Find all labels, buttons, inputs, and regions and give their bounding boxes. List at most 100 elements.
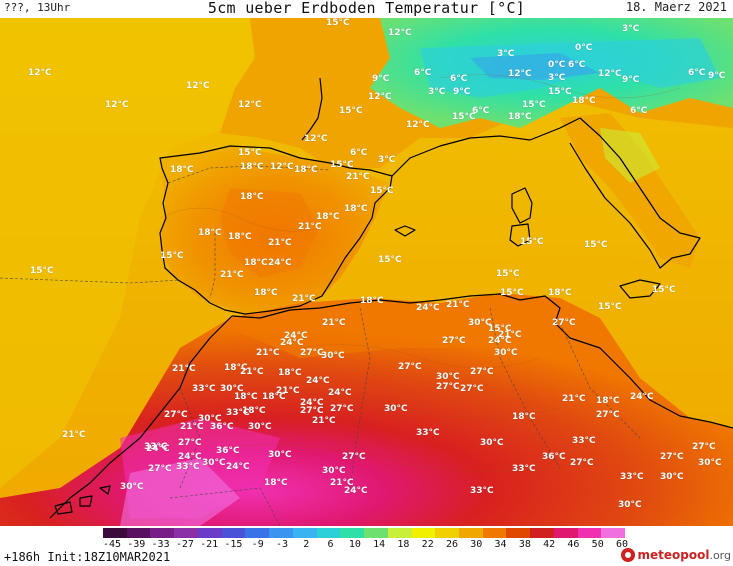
scale-swatch bbox=[221, 528, 246, 538]
temperature-label: 33°C bbox=[572, 436, 596, 446]
temperature-label: 12°C bbox=[508, 69, 532, 79]
scale-tick: 42 bbox=[543, 539, 556, 550]
temperature-label: 21°C bbox=[498, 330, 522, 340]
temperature-label: 15°C bbox=[652, 285, 676, 295]
temperature-label: 33°C bbox=[512, 464, 536, 474]
temperature-label: 27°C bbox=[596, 410, 620, 420]
temperature-label: 33°C bbox=[470, 486, 494, 496]
temperature-label: 12°C bbox=[368, 92, 392, 102]
temperature-label: 21°C bbox=[562, 394, 586, 404]
temperature-label: 27°C bbox=[442, 336, 466, 346]
temperature-label: 21°C bbox=[180, 422, 204, 432]
temperature-label: 21°C bbox=[256, 348, 280, 358]
map-title: 5cm ueber Erdboden Temperatur [°C] bbox=[207, 0, 526, 17]
temperature-label: 27°C bbox=[552, 318, 576, 328]
temperature-label: 21°C bbox=[312, 416, 336, 426]
temperature-label: 30°C bbox=[202, 458, 226, 468]
coastlines bbox=[49, 77, 733, 519]
temperature-label: 27°C bbox=[148, 464, 172, 474]
temperature-label: 27°C bbox=[398, 362, 422, 372]
temperature-label: 15°C bbox=[326, 18, 350, 28]
scale-tick: 60 bbox=[615, 539, 629, 550]
temperature-label: 15°C bbox=[584, 240, 608, 250]
temperature-label: 15°C bbox=[452, 112, 476, 122]
scale-tick: -45 bbox=[102, 539, 122, 550]
scale-swatch bbox=[292, 528, 317, 538]
scale-tick: 10 bbox=[348, 539, 361, 550]
temperature-label: 15°C bbox=[370, 186, 394, 196]
temperature-label: 12°C bbox=[304, 134, 328, 144]
temperature-label: 24°C bbox=[280, 338, 304, 348]
temperature-label: 12°C bbox=[105, 100, 129, 110]
temperature-label: 6°C bbox=[688, 68, 706, 78]
temperature-label: 30°C bbox=[198, 414, 222, 424]
temperature-label: 27°C bbox=[300, 348, 324, 358]
scale-swatch bbox=[340, 528, 365, 538]
brand-suffix: .org bbox=[709, 548, 731, 562]
color-scale-ticks: -45 -39 -33 -27 -21 -15 -9 -3 2 6 10 14 18 22 26 30 34 38… bbox=[103, 539, 632, 553]
temperature-label: 21°C bbox=[268, 238, 292, 248]
scale-swatch bbox=[435, 528, 460, 538]
chart-header: ???, 13Uhr 5cm ueber Erdboden Temperatur… bbox=[0, 0, 733, 18]
brand-name: meteopool bbox=[637, 548, 710, 562]
temperature-label: 12°C bbox=[270, 162, 294, 172]
temperature-label: 21°C bbox=[446, 300, 470, 310]
temperature-label: 9°C bbox=[622, 75, 640, 85]
temperature-label: 36°C bbox=[216, 446, 240, 456]
temperature-label: 6°C bbox=[568, 60, 586, 70]
temperature-label: 33°C bbox=[620, 472, 644, 482]
scale-swatch bbox=[126, 528, 151, 538]
temperature-label: 21°C bbox=[346, 172, 370, 182]
temperature-label: 36°C bbox=[542, 452, 566, 462]
temperature-label: 27°C bbox=[342, 452, 366, 462]
temperature-map: 12°C 12°C 12°C 12°C 15°C 12°C 3°C 0°C 3°C 6°C 9°C 1… bbox=[0, 18, 733, 526]
temperature-label: 0°C bbox=[548, 60, 566, 70]
temperature-label: 15°C bbox=[496, 269, 520, 279]
temperature-label: 12°C bbox=[28, 68, 52, 78]
color-scale bbox=[103, 526, 626, 540]
temperature-label: 18°C bbox=[294, 165, 318, 175]
forecast-date: 18. Maerz 2021 bbox=[625, 0, 727, 14]
temperature-label: 24°C bbox=[306, 376, 330, 386]
temperature-label: 24°C bbox=[284, 331, 308, 341]
temperature-label: 9°C bbox=[708, 71, 726, 81]
temperature-label: 24°C bbox=[488, 336, 512, 346]
temperature-label: 24°C bbox=[300, 398, 324, 408]
temperature-label: 3°C bbox=[622, 24, 640, 34]
temperature-label: 27°C bbox=[570, 458, 594, 468]
scale-tick: 6 bbox=[327, 539, 334, 550]
scale-tick: -9 bbox=[251, 539, 264, 550]
logo-icon bbox=[620, 548, 635, 562]
temperature-label: 18°C bbox=[344, 204, 368, 214]
temperature-label: 21°C bbox=[62, 430, 86, 440]
temperature-label: 6°C bbox=[472, 106, 490, 116]
temperature-label: 24°C bbox=[416, 303, 440, 313]
temperature-label: 18°C bbox=[512, 412, 536, 422]
temperature-label: 12°C bbox=[388, 28, 412, 38]
temperature-label: 33°C bbox=[416, 428, 440, 438]
temperature-label: 24°C bbox=[226, 462, 250, 472]
scale-tick: 50 bbox=[591, 539, 604, 550]
temperature-label: 18°C bbox=[254, 288, 278, 298]
temperature-label: 6°C bbox=[350, 148, 368, 158]
brand-logo[interactable]: meteopool .org bbox=[620, 546, 731, 564]
temperature-label: 3°C bbox=[378, 155, 396, 165]
temperature-label: 30°C bbox=[384, 404, 408, 414]
temperature-label: 15°C bbox=[598, 302, 622, 312]
scale-tick: 26 bbox=[445, 539, 459, 550]
scale-swatch bbox=[530, 528, 554, 538]
scale-tick: 18 bbox=[397, 539, 410, 550]
temperature-label: 21°C bbox=[298, 222, 322, 232]
temperature-label: 18°C bbox=[548, 288, 572, 298]
temperature-label: 15°C bbox=[548, 87, 572, 97]
temperature-label: 18°C bbox=[264, 478, 288, 488]
temperature-label: 6°C bbox=[450, 74, 468, 84]
temperature-label: 27°C bbox=[330, 404, 354, 414]
scale-swatch bbox=[103, 528, 127, 538]
scale-swatch bbox=[601, 528, 626, 538]
scale-tick: -3 bbox=[275, 539, 289, 550]
temperature-label: 15°C bbox=[488, 324, 512, 334]
scale-swatch bbox=[364, 528, 388, 538]
temperature-label: 21°C bbox=[172, 364, 196, 374]
temperature-label: 9°C bbox=[372, 74, 390, 84]
